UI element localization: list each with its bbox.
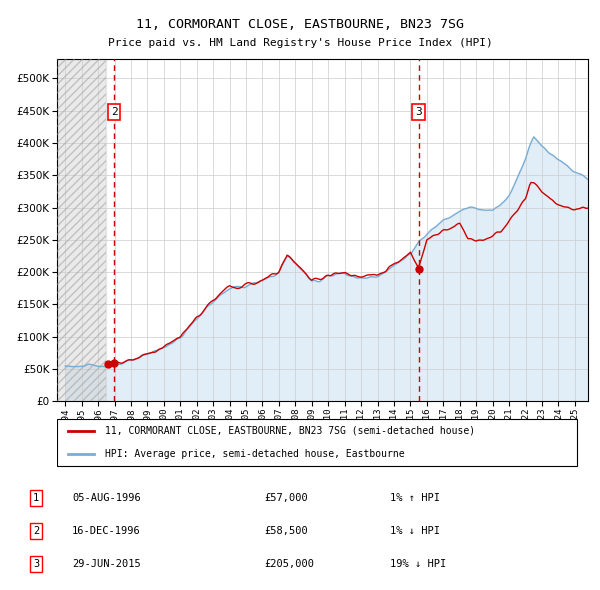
Text: £57,000: £57,000: [264, 493, 308, 503]
Text: 05-AUG-1996: 05-AUG-1996: [72, 493, 141, 503]
Bar: [57, 59, 106, 401]
Text: 1% ↓ HPI: 1% ↓ HPI: [390, 526, 440, 536]
FancyBboxPatch shape: [57, 419, 577, 466]
Text: 16-DEC-1996: 16-DEC-1996: [72, 526, 141, 536]
Text: 19% ↓ HPI: 19% ↓ HPI: [390, 559, 446, 569]
Text: 3: 3: [33, 559, 39, 569]
Text: £205,000: £205,000: [264, 559, 314, 569]
Text: Price paid vs. HM Land Registry's House Price Index (HPI): Price paid vs. HM Land Registry's House …: [107, 38, 493, 48]
Text: 3: 3: [415, 107, 422, 117]
Text: 2: 2: [33, 526, 39, 536]
Text: 2: 2: [110, 107, 118, 117]
Text: 1: 1: [33, 493, 39, 503]
Text: 11, CORMORANT CLOSE, EASTBOURNE, BN23 7SG: 11, CORMORANT CLOSE, EASTBOURNE, BN23 7S…: [136, 18, 464, 31]
Text: 11, CORMORANT CLOSE, EASTBOURNE, BN23 7SG (semi-detached house): 11, CORMORANT CLOSE, EASTBOURNE, BN23 7S…: [105, 426, 475, 436]
Bar: [57, 59, 106, 401]
Text: HPI: Average price, semi-detached house, Eastbourne: HPI: Average price, semi-detached house,…: [105, 449, 404, 459]
Text: 1% ↑ HPI: 1% ↑ HPI: [390, 493, 440, 503]
Text: £58,500: £58,500: [264, 526, 308, 536]
Text: 29-JUN-2015: 29-JUN-2015: [72, 559, 141, 569]
